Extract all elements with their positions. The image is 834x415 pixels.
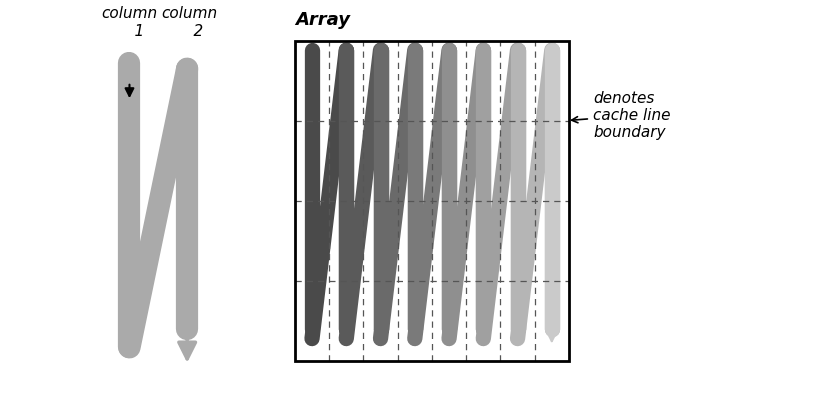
Text: denotes
cache line
boundary: denotes cache line boundary	[571, 90, 671, 140]
Bar	[295, 41, 569, 361]
Text: column
    1: column 1	[102, 6, 158, 39]
Bar	[295, 41, 569, 361]
Text: column
    2: column 2	[161, 6, 217, 39]
Text: Array: Array	[295, 11, 350, 29]
